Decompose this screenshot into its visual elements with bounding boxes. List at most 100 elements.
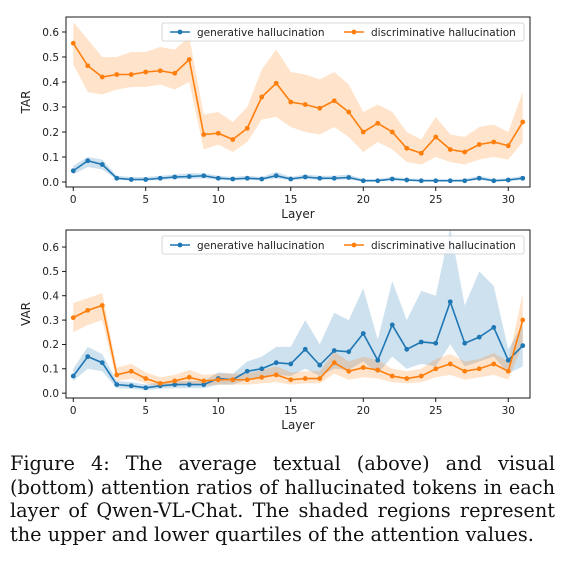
data-point [375, 357, 381, 363]
y-tick-label: 0.5 [42, 52, 59, 64]
data-point [491, 139, 497, 145]
data-point [447, 361, 453, 367]
data-point [418, 373, 424, 379]
data-point [346, 175, 352, 180]
data-point [259, 176, 265, 182]
data-point [505, 357, 511, 363]
x-tick-label: 20 [357, 405, 370, 417]
data-point [201, 378, 207, 384]
data-point [201, 173, 207, 179]
y-tick-label: 0.1 [42, 364, 59, 376]
x-tick-label: 5 [142, 194, 149, 206]
data-point [273, 372, 279, 378]
legend-box [161, 22, 525, 42]
legend-box [161, 235, 525, 255]
data-point [128, 72, 134, 77]
data-point [215, 377, 221, 383]
data-point [476, 175, 482, 181]
x-tick-label: 20 [357, 194, 370, 206]
data-point [462, 178, 468, 184]
data-point [360, 365, 366, 370]
plot-area-1 [70, 22, 526, 184]
legend-label: generative hallucination [197, 27, 325, 39]
x-tick-label: 10 [212, 405, 225, 417]
data-point [172, 70, 178, 76]
data-point [244, 368, 250, 374]
data-point [230, 176, 236, 182]
x-tick-label: 5 [142, 405, 149, 417]
data-point [288, 361, 294, 367]
data-point [433, 134, 439, 140]
x-tick-label: 25 [429, 194, 442, 206]
data-point [244, 175, 250, 181]
legend-swatch-marker [177, 242, 183, 248]
legend-label: discriminative hallucination [371, 27, 516, 39]
data-point [172, 174, 178, 180]
x-tick-label: 0 [70, 405, 77, 417]
y-tick-label: 0.3 [42, 102, 59, 114]
quartile-band-2 [73, 293, 523, 388]
data-point [317, 105, 323, 111]
quartile-band-2 [73, 22, 523, 165]
data-point [288, 377, 294, 383]
quartile-band-1 [73, 157, 523, 182]
data-point [360, 178, 366, 184]
data-point [201, 132, 207, 137]
data-point [302, 102, 308, 107]
data-point [302, 346, 308, 352]
x-tick-label: 0 [70, 194, 77, 206]
data-point [346, 349, 352, 355]
x-tick-label: 15 [284, 194, 297, 206]
data-point [288, 176, 294, 182]
data-point [331, 360, 337, 366]
data-point [259, 94, 265, 100]
y-tick-label: 0.3 [42, 315, 59, 327]
data-point [99, 74, 105, 80]
data-point [476, 366, 482, 372]
x-axis-label: Layer [281, 207, 315, 221]
data-point [70, 168, 76, 174]
data-point [447, 299, 453, 305]
data-point [389, 373, 395, 379]
data-point [128, 368, 134, 374]
data-point [389, 322, 395, 328]
data-point [375, 367, 381, 373]
data-point [172, 378, 178, 384]
data-point [273, 80, 279, 86]
data-point [317, 175, 323, 181]
y-tick-label: 0.1 [42, 152, 59, 164]
data-point [143, 385, 149, 391]
data-point [114, 175, 120, 181]
data-point [520, 317, 526, 323]
data-point [143, 376, 149, 381]
data-point [447, 178, 453, 184]
quartile-band-1 [73, 230, 523, 391]
data-point [462, 368, 468, 374]
legend: generative hallucination discriminative h… [161, 22, 525, 42]
chart-panel-2: 0 5 10 15 20 25 30 0.0 0.1 0.2 0.3 0.4 0.5 0.6 Layer VA… [19, 229, 531, 432]
legend-swatch-marker [351, 242, 357, 248]
data-point [346, 109, 352, 115]
data-point [99, 303, 105, 308]
data-point [201, 382, 207, 388]
data-point [360, 331, 366, 336]
figure: 0 5 10 15 20 25 30 0.0 0.1 0.2 0.3 0.4 0.5 0.6 Layer TA… [19, 16, 531, 432]
data-point [114, 72, 120, 77]
data-point [85, 63, 91, 69]
data-point [331, 98, 337, 104]
data-point [99, 360, 105, 366]
plot-area-2 [70, 230, 526, 391]
data-point [288, 99, 294, 105]
data-point [215, 175, 221, 181]
x-tick-label: 30 [502, 405, 515, 417]
data-point [331, 175, 337, 181]
data-point [99, 162, 105, 167]
data-point [273, 360, 279, 366]
data-point [128, 177, 134, 182]
data-point [404, 376, 410, 381]
data-point [476, 142, 482, 147]
data-point [186, 174, 192, 179]
data-point [114, 372, 120, 378]
data-point [143, 177, 149, 182]
legend-swatch-marker [177, 29, 183, 35]
